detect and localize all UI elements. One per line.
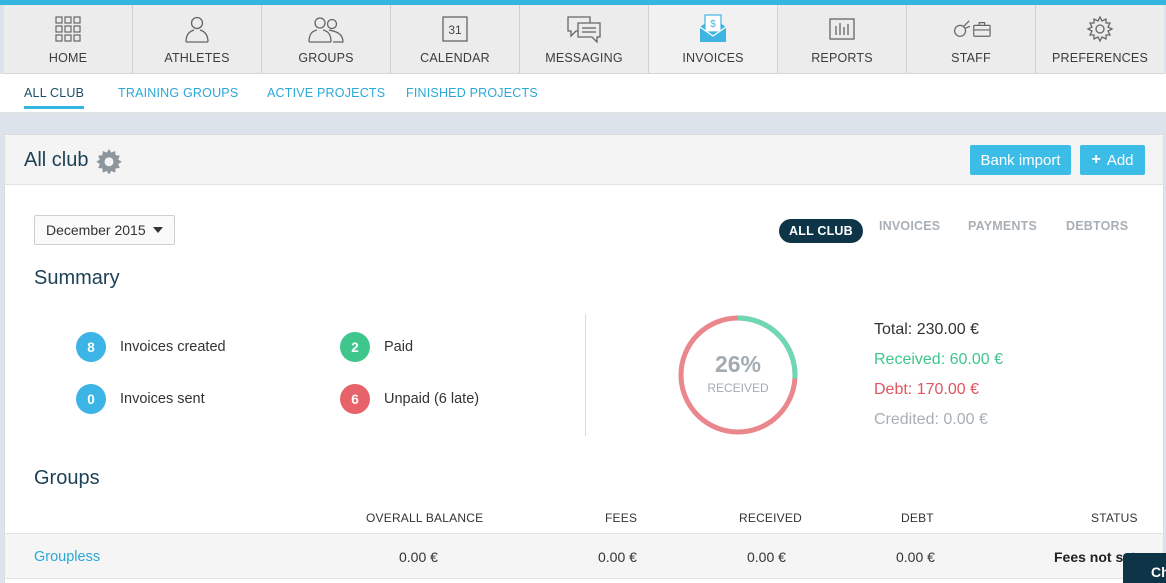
messaging-icon xyxy=(564,14,604,44)
summary-title: Summary xyxy=(34,267,120,289)
nav-invoices-label: INVOICES xyxy=(682,51,744,65)
status-cell: Fees not set xyxy=(1054,549,1136,565)
nav-messaging[interactable]: MESSAGING xyxy=(520,5,649,73)
column-debt[interactable]: DEBT xyxy=(901,511,934,525)
nav-home-label: HOME xyxy=(48,51,88,65)
received-amount: Received: 60.00 € xyxy=(874,351,1003,368)
nav-home[interactable]: HOME xyxy=(4,5,133,73)
column-overall-balance[interactable]: OVERALL BALANCE xyxy=(366,511,484,525)
chevron-down-icon xyxy=(152,227,163,233)
table-row: Groupless 0.00 € 0.00 € 0.00 € 0.00 € Fe… xyxy=(5,533,1163,579)
groups-icon xyxy=(306,14,346,44)
donut-caption: RECEIVED xyxy=(707,381,769,395)
stat-label: Unpaid (6 late) xyxy=(384,391,480,407)
nav-groups-label: GROUPS xyxy=(298,51,354,65)
staff-icon xyxy=(951,14,991,44)
fees-cell: 0.00 € xyxy=(598,549,637,565)
count-badge: 0 xyxy=(76,384,106,414)
count-badge: 6 xyxy=(340,384,370,414)
donut-received-arc xyxy=(678,315,798,435)
chat-button-label: Ch xyxy=(1151,564,1166,580)
nav-reports[interactable]: REPORTS xyxy=(778,5,907,73)
nav-athletes-label: ATHLETES xyxy=(164,51,230,65)
panel-header: All club Bank import + Add xyxy=(5,135,1163,185)
chat-button[interactable]: Ch xyxy=(1123,553,1166,583)
count-badge: 2 xyxy=(340,332,370,362)
column-fees[interactable]: FEES xyxy=(605,511,638,525)
summary-divider xyxy=(585,314,586,436)
tab-active-projects[interactable]: ACTIVE PROJECTS xyxy=(267,86,386,100)
invoice-icon: $ xyxy=(693,14,733,44)
nav-staff[interactable]: STAFF xyxy=(907,5,1036,73)
donut-percent: 26% xyxy=(715,351,761,377)
debt-cell: 0.00 € xyxy=(896,549,935,565)
filter-all-club[interactable]: ALL CLUB xyxy=(779,219,863,243)
bank-import-button[interactable]: Bank import xyxy=(970,145,1071,175)
gear-icon xyxy=(1080,14,1120,44)
total-amount: Total: 230.00 € xyxy=(874,321,979,338)
nav-calendar-label: CALENDAR xyxy=(420,51,490,65)
calendar-icon: 31 xyxy=(435,14,475,44)
column-received[interactable]: RECEIVED xyxy=(739,511,802,525)
group-name-link[interactable]: Groupless xyxy=(34,549,101,565)
athlete-icon xyxy=(177,14,217,44)
stat-label: Invoices created xyxy=(120,339,226,355)
count-badge: 8 xyxy=(76,332,106,362)
reports-icon xyxy=(822,14,862,44)
filter-invoices[interactable]: INVOICES xyxy=(879,219,941,233)
credited-amount: Credited: 0.00 € xyxy=(874,411,988,428)
home-grid-icon xyxy=(48,14,88,44)
add-button-label: Add xyxy=(1106,151,1134,169)
nav-messaging-label: MESSAGING xyxy=(545,51,623,65)
stat-paid: 2 Paid xyxy=(340,332,413,362)
plus-icon: + xyxy=(1091,151,1101,168)
groups-title: Groups xyxy=(34,467,100,489)
nav-preferences-label: PREFERENCES xyxy=(1052,51,1148,65)
tab-finished-projects[interactable]: FINISHED PROJECTS xyxy=(406,86,538,100)
stat-invoices-sent: 0 Invoices sent xyxy=(76,384,205,414)
nav-staff-label: STAFF xyxy=(951,51,991,65)
sub-nav: ALL CLUB TRAINING GROUPS ACTIVE PROJECTS… xyxy=(0,74,1166,113)
page-title: All club xyxy=(24,149,89,171)
filter-payments[interactable]: PAYMENTS xyxy=(968,219,1037,233)
nav-preferences[interactable]: PREFERENCES xyxy=(1036,5,1164,73)
month-select-value: December 2015 xyxy=(46,222,146,238)
nav-reports-label: REPORTS xyxy=(811,51,873,65)
received-cell: 0.00 € xyxy=(747,549,786,565)
all-club-panel: All club Bank import + Add December 2015… xyxy=(4,134,1164,583)
nav-calendar[interactable]: 31 CALENDAR xyxy=(391,5,520,73)
add-button[interactable]: + Add xyxy=(1080,145,1145,175)
top-accent-bar xyxy=(0,0,1166,5)
calendar-icon-day: 31 xyxy=(448,23,462,37)
overall-balance-cell: 0.00 € xyxy=(399,549,438,565)
stat-invoices-created: 8 Invoices created xyxy=(76,332,226,362)
tab-all-club[interactable]: ALL CLUB xyxy=(24,86,85,109)
received-donut-chart: 26% RECEIVED xyxy=(678,315,798,435)
main-nav: HOME ATHLETES GROUPS 31 CALENDAR xyxy=(4,5,1164,74)
nav-groups[interactable]: GROUPS xyxy=(262,5,391,73)
stat-label: Paid xyxy=(384,339,414,355)
tab-training-groups[interactable]: TRAINING GROUPS xyxy=(118,86,239,100)
svg-text:$: $ xyxy=(710,19,716,30)
column-status[interactable]: STATUS xyxy=(1091,511,1138,525)
settings-gear-icon[interactable] xyxy=(96,148,122,174)
nav-invoices[interactable]: $ INVOICES xyxy=(649,5,778,73)
month-select[interactable]: December 2015 xyxy=(34,215,175,245)
filter-debtors[interactable]: DEBTORS xyxy=(1066,219,1129,233)
debt-amount: Debt: 170.00 € xyxy=(874,381,979,398)
stat-label: Invoices sent xyxy=(120,391,205,407)
nav-athletes[interactable]: ATHLETES xyxy=(133,5,262,73)
stat-unpaid: 6 Unpaid (6 late) xyxy=(340,384,479,414)
